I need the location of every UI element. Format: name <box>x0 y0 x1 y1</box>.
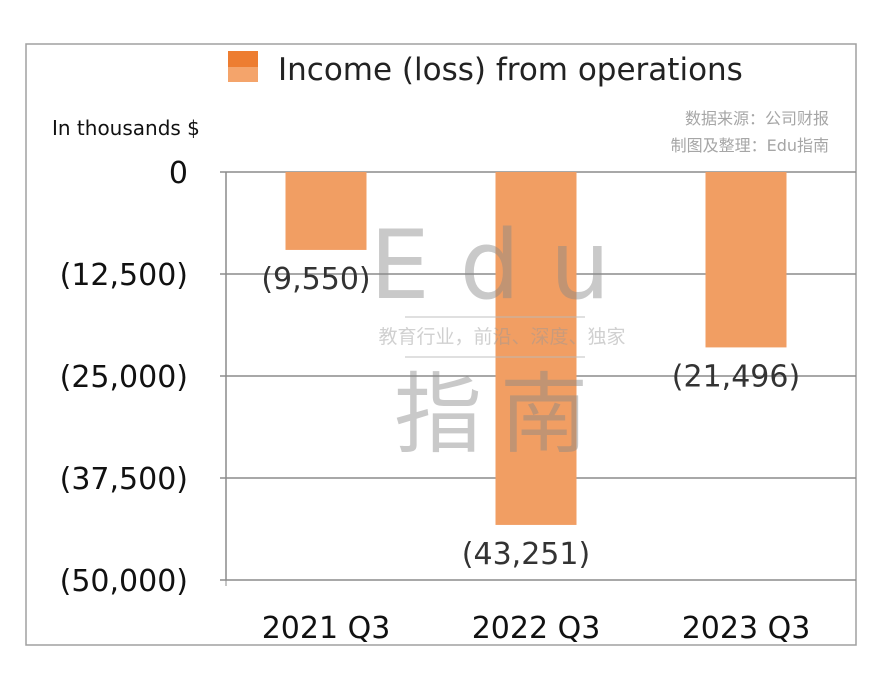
legend-swatch-bottom <box>228 67 258 82</box>
legend-label: Income (loss) from operations <box>278 52 743 88</box>
bar-2023-Q3 <box>705 172 787 348</box>
y-tick-label: (12,500) <box>60 258 188 293</box>
x-tick-label: 2021 Q3 <box>262 611 391 646</box>
x-tick-label: 2022 Q3 <box>472 611 601 646</box>
bar-2021-Q3 <box>285 172 367 250</box>
watermark-zhinan: 指南 <box>394 363 606 466</box>
bar-2022-Q3 <box>495 172 577 525</box>
chart-border <box>25 43 857 646</box>
legend-swatch-top <box>228 51 258 67</box>
x-tick-label: 2023 Q3 <box>682 611 811 646</box>
source-note-line2: 制图及整理：Edu指南 <box>671 136 829 155</box>
y-tick-label: (37,500) <box>60 462 188 497</box>
source-note-line1: 数据来源：公司财报 <box>685 109 829 128</box>
data-labels: (9,550) (43,251) (21,496) <box>261 262 800 572</box>
y-tick-labels: 0 (12,500) (25,000) (37,500) (50,000) <box>60 156 188 599</box>
watermark-edu: Edu <box>370 211 641 321</box>
watermark-tagline: 教育行业，前沿、深度、独家 <box>378 326 625 348</box>
legend: Income (loss) from operations <box>228 51 743 88</box>
watermark: Edu 教育行业，前沿、深度、独家 指南 <box>370 211 641 466</box>
y-tick-label: (25,000) <box>60 360 188 395</box>
y-tick-label: 0 <box>169 156 188 191</box>
x-tick-labels: 2021 Q3 2022 Q3 2023 Q3 <box>262 611 811 646</box>
data-label: (43,251) <box>462 537 590 572</box>
data-label: (21,496) <box>672 359 800 394</box>
bars <box>285 172 787 525</box>
data-label: (9,550) <box>261 262 370 297</box>
y-axis-label: In thousands $ <box>52 116 200 140</box>
y-tick-label: (50,000) <box>60 564 188 599</box>
